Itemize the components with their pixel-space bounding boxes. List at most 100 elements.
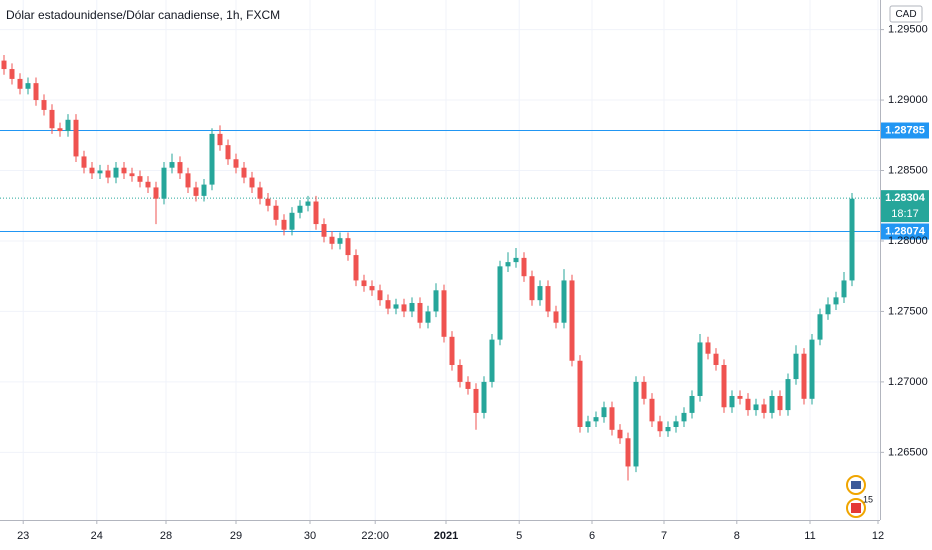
candle-body — [297, 205, 303, 213]
candle-body — [817, 314, 823, 340]
candle-body — [769, 395, 775, 413]
currency-label: CAD — [895, 9, 916, 20]
grid — [0, 0, 880, 520]
candle-body — [489, 339, 495, 382]
candle-body — [465, 381, 471, 389]
candle-body — [609, 407, 615, 430]
candle-body — [97, 170, 103, 174]
candle-body — [761, 404, 767, 413]
candle-body — [305, 201, 311, 206]
candle-body — [65, 119, 71, 132]
last-price-badge — [881, 190, 929, 223]
flag-ca — [851, 503, 861, 513]
candle-body — [697, 342, 703, 396]
candle-body — [537, 286, 543, 301]
candle-body — [649, 398, 655, 422]
x-tick-label: 6 — [589, 530, 595, 542]
x-tick-label: 28 — [160, 530, 172, 542]
candle-body — [25, 83, 31, 89]
candle-body — [9, 69, 15, 79]
candle-body — [641, 381, 647, 399]
candle-body — [233, 159, 239, 168]
candle-body — [1, 60, 7, 70]
y-tick-label: 1.28500 — [888, 164, 928, 176]
candle-body — [625, 438, 631, 467]
candle-body — [361, 280, 367, 287]
candle-body — [705, 342, 711, 354]
candle-body — [793, 353, 799, 380]
candle-body — [433, 290, 439, 312]
price-badge — [881, 223, 929, 240]
x-tick-label: 12 — [872, 530, 884, 542]
candle-body — [129, 173, 135, 177]
candle-body — [73, 119, 79, 157]
candle-body — [81, 156, 87, 168]
y-tick-label: 1.27500 — [888, 305, 928, 317]
candle-body — [425, 311, 431, 323]
candles — [1, 54, 855, 481]
x-tick-label: 24 — [91, 530, 103, 542]
candle-body — [601, 407, 607, 418]
candle-body — [241, 167, 247, 178]
candle-body — [289, 212, 295, 230]
x-tick-label: 11 — [804, 530, 815, 542]
candle-body — [737, 395, 743, 399]
x-tick-label: 30 — [304, 530, 316, 542]
candle-body — [849, 198, 855, 281]
candle-body — [841, 280, 847, 298]
x-tick-label: 29 — [230, 530, 242, 542]
x-tick-label: 7 — [661, 530, 667, 542]
candle-body — [497, 266, 503, 340]
candle-body — [145, 181, 151, 188]
candle-body — [153, 187, 159, 199]
candle-body — [777, 395, 783, 411]
candle-body — [409, 302, 415, 312]
candle-body — [169, 162, 175, 168]
candle-body — [41, 100, 47, 110]
candle-body — [225, 145, 231, 160]
event-count: 15 — [863, 494, 873, 504]
candle-body — [577, 360, 583, 427]
candle-body — [449, 336, 455, 365]
candle-body — [201, 184, 207, 196]
candle-body — [833, 297, 839, 305]
candle-body — [417, 302, 423, 323]
y-tick-label: 1.29500 — [888, 23, 928, 35]
candle-body — [257, 187, 263, 199]
axis-labels: 1.29500 1.29000 1.28500 1.28000 1.27500 1.270… — [17, 23, 928, 541]
price-badge-label: 1.28074 — [885, 225, 926, 237]
countdown: 18:17 — [891, 208, 919, 220]
y-tick-label: 1.28000 — [888, 235, 928, 247]
y-tick-label: 1.27000 — [888, 376, 928, 388]
candle-body — [545, 286, 551, 312]
y-tick-label: 1.29000 — [888, 94, 928, 106]
candle-body — [505, 262, 511, 267]
candle-body — [113, 167, 119, 178]
x-tick-label: 23 — [17, 530, 29, 542]
candle-body — [193, 187, 199, 196]
currency-box[interactable] — [889, 5, 923, 23]
candle-body — [401, 304, 407, 312]
candle-body — [217, 133, 223, 146]
x-tick-label: 2021 — [434, 530, 458, 542]
x-tick-label: 22:00 — [361, 530, 389, 542]
candle-body — [105, 170, 111, 178]
candle-body — [369, 286, 375, 291]
candle-body — [345, 238, 351, 256]
candle-body — [481, 381, 487, 413]
price-badge — [881, 122, 929, 139]
candle-body — [457, 364, 463, 382]
candle-body — [393, 304, 399, 309]
candle-body — [473, 388, 479, 413]
candle-body — [633, 381, 639, 467]
candle-body — [729, 395, 735, 408]
candle-body — [713, 353, 719, 365]
flag-us — [851, 481, 861, 489]
candle-body — [377, 290, 383, 301]
candle-body — [801, 353, 807, 399]
candle-body — [745, 398, 751, 411]
candle-body — [665, 426, 671, 432]
price-badge-label: 1.28785 — [885, 124, 925, 136]
candle-body — [273, 205, 279, 220]
candle-body — [569, 280, 575, 361]
